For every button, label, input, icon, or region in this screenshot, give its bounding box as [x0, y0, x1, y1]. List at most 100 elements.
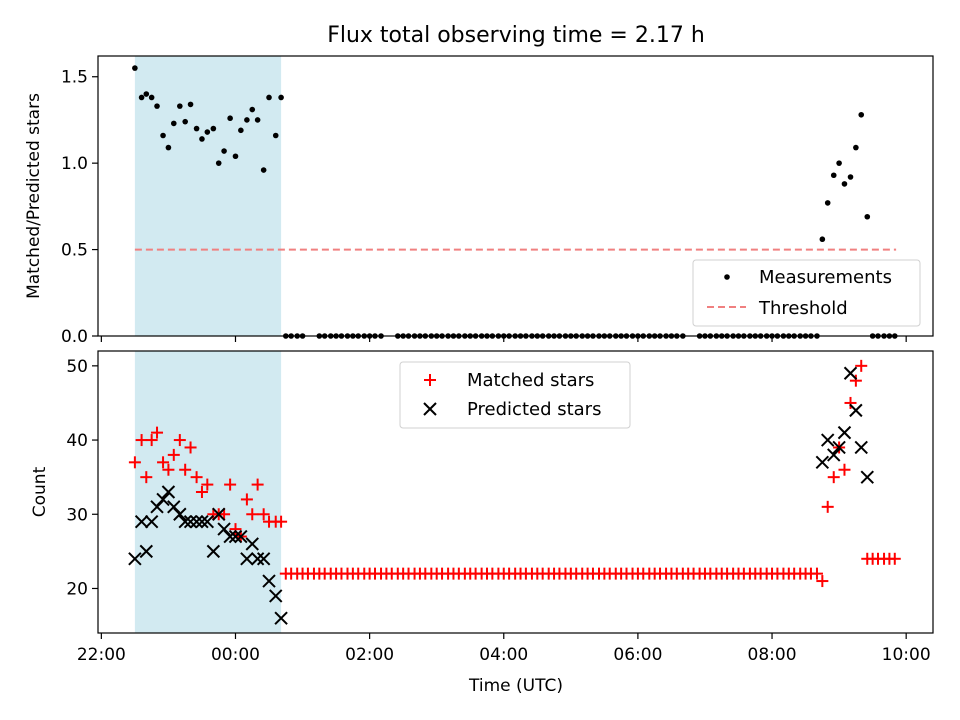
x-tick-label: 08:00 — [748, 645, 797, 665]
measurement-point — [177, 103, 183, 109]
predicted-star-point — [223, 529, 237, 544]
matched-star-point — [167, 448, 180, 461]
predicted-star-point — [262, 574, 276, 588]
measurement-point — [853, 144, 859, 151]
measurement-point — [272, 132, 279, 139]
predicted-star-point — [173, 507, 187, 521]
measurement-point — [138, 94, 145, 101]
matched-star-point — [157, 456, 170, 469]
ratio-y-tick-label: 0.5 — [61, 241, 88, 261]
ratio-y-tick-label: 0.0 — [61, 327, 88, 347]
predicted-star-point — [189, 514, 204, 529]
matched-star-point — [140, 471, 153, 484]
measurement-point — [266, 94, 272, 101]
matched-star-point — [151, 426, 164, 439]
observing-interval-shade — [134, 351, 282, 633]
matched-star-point — [838, 463, 851, 476]
measurement-point — [170, 120, 177, 127]
predicted-star-point — [274, 611, 288, 625]
matched-star-point — [135, 434, 148, 447]
measurement-point — [830, 172, 837, 179]
matched-star-point — [201, 478, 214, 491]
measurement-point — [847, 174, 854, 180]
count-y-tick-label: 20 — [66, 579, 88, 599]
matched-star-point — [224, 478, 237, 491]
ratio-y-axis-label: Matched/Predicted stars — [24, 93, 44, 299]
predicted-star-point — [250, 552, 265, 566]
predicted-star-point — [200, 514, 215, 529]
matched-star-point — [229, 523, 242, 536]
count-panel-frame — [97, 350, 934, 634]
measurement-point — [182, 118, 188, 125]
predicted-star-point — [195, 514, 209, 529]
measurement-point — [227, 115, 233, 122]
predicted-star-point — [178, 514, 192, 529]
predicted-star-point — [820, 433, 835, 447]
measurement-point — [143, 91, 150, 97]
predicted-star-point — [206, 544, 221, 559]
matched-star-point — [257, 508, 270, 521]
matched-star-point — [821, 500, 834, 513]
matched-star-point — [816, 575, 829, 588]
measurement-point — [864, 213, 871, 220]
measurement-point — [244, 117, 250, 123]
predicted-star-point — [139, 544, 153, 559]
measurement-point — [858, 111, 865, 118]
predicted-star-point — [161, 485, 176, 499]
matched-star-point — [888, 552, 901, 565]
matched-star-point — [246, 508, 259, 521]
x-tick-label: 00:00 — [211, 645, 260, 665]
matched-star-point — [849, 374, 862, 387]
predicted-star-point — [815, 455, 830, 470]
measurement-point — [232, 153, 239, 160]
predicted-star-point — [837, 425, 852, 440]
measurement-point — [221, 148, 227, 154]
x-tick-label: 02:00 — [345, 645, 394, 665]
measurement-point — [238, 127, 244, 134]
predicted-star-point — [183, 514, 198, 529]
ratio-y-tick-label: 1.5 — [61, 68, 88, 88]
matched-star-point — [145, 434, 158, 447]
measurement-point — [193, 125, 200, 132]
ratio-panel-frame — [97, 55, 934, 337]
matched-star-point — [128, 456, 141, 469]
measurement-point — [215, 160, 222, 166]
predicted-star-point — [827, 448, 841, 462]
matched-star-point — [844, 396, 857, 409]
predicted-star-point — [144, 514, 159, 529]
matched-star-point — [162, 463, 175, 476]
x-tick-label: 22:00 — [77, 645, 126, 665]
predicted-star-point — [245, 537, 259, 551]
count-y-axis-label: Count — [30, 466, 50, 517]
matched-star-point — [184, 441, 197, 454]
legend-predicted-label: Predicted stars — [467, 399, 601, 420]
measurement-point — [160, 132, 166, 139]
predicted-star-point — [228, 529, 243, 544]
predicted-star-point — [269, 589, 283, 603]
matched-star-point — [190, 471, 203, 484]
matched-star-point — [173, 434, 186, 447]
measurement-point — [254, 117, 261, 123]
measurement-point — [132, 65, 138, 71]
legend-measurements-marker — [724, 274, 730, 280]
matched-star-point — [275, 515, 288, 528]
measurement-point — [210, 125, 217, 132]
matched-star-point — [179, 463, 192, 476]
measurement-point — [824, 200, 831, 206]
predicted-star-point — [134, 514, 149, 529]
predicted-star-point — [156, 492, 170, 507]
predicted-star-point — [128, 552, 142, 566]
x-tick-label: 04:00 — [479, 645, 528, 665]
observing-interval-shade — [134, 56, 282, 336]
predicted-star-point — [860, 470, 874, 484]
measurement-point — [148, 94, 155, 101]
measurement-point — [165, 144, 172, 151]
count-y-tick-label: 40 — [66, 431, 88, 451]
legend-predicted-marker — [423, 402, 437, 416]
matched-star-point — [240, 493, 253, 506]
measurement-point — [836, 160, 842, 166]
matched-star-point — [195, 486, 208, 498]
ratio-y-tick-label: 1.0 — [61, 154, 88, 174]
matched-star-point — [827, 471, 840, 484]
